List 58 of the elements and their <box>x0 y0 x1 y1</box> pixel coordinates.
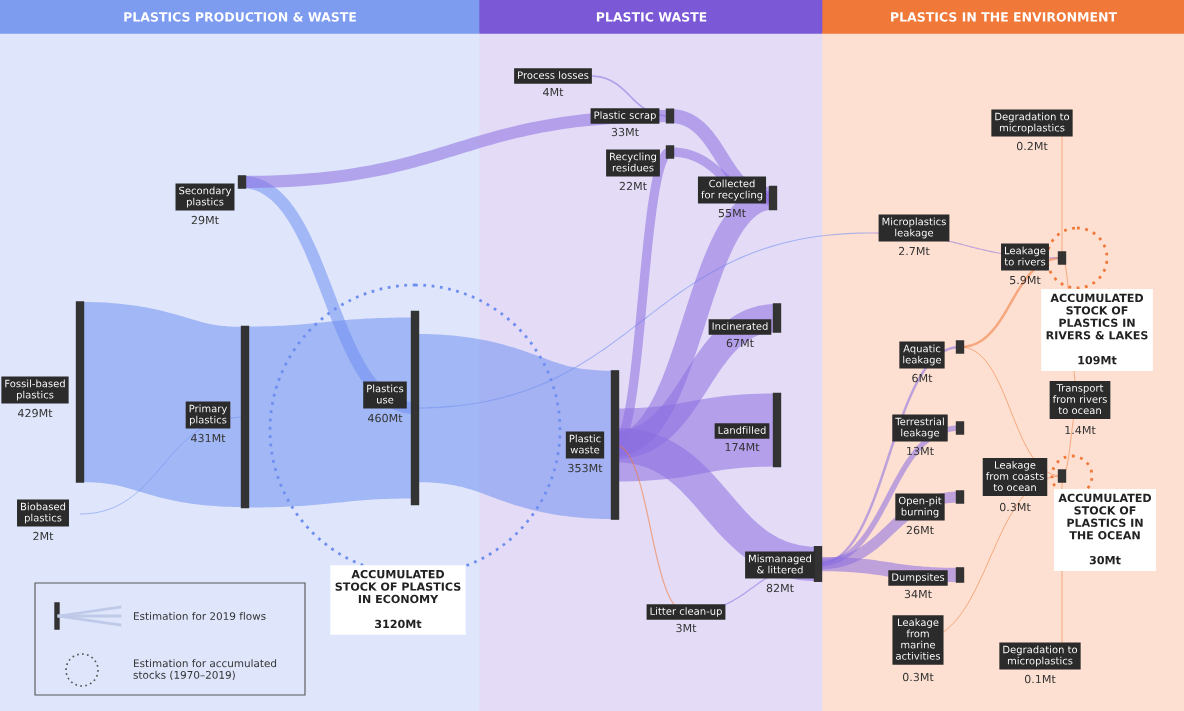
category-label: Plastics use <box>367 384 404 404</box>
text: ACCUMULATED STOCK OF PLASTICS IN RIVERS & LAKES 109Mt <box>1046 293 1148 365</box>
category-label: Collected for recycling <box>701 179 763 201</box>
category-label: Microplastics leakage <box>882 217 946 239</box>
data-label: 82Mt <box>766 583 794 593</box>
data-label: 353Mt <box>568 463 603 473</box>
category-label: Recycling residues <box>610 152 656 172</box>
data-label: 0.1Mt <box>1024 674 1056 684</box>
category-label: Biobased plastics <box>21 502 66 524</box>
category-label: Terrestrial leakage <box>895 417 944 439</box>
text: PLASTIC WASTE <box>596 12 707 22</box>
data-label: 67Mt <box>726 338 754 348</box>
data-label: 33Mt <box>611 127 639 137</box>
data-label: 5.9Mt <box>1010 275 1041 285</box>
category-label: Secondary plastics <box>179 186 232 208</box>
data-label: 13Mt <box>907 446 934 456</box>
data-label: 55Mt <box>718 208 746 218</box>
category-label: Fossil-based plastics <box>5 379 65 401</box>
text: PLASTICS PRODUCTION & WASTE <box>124 12 356 22</box>
category-label: Leakage from coasts to ocean <box>985 460 1044 492</box>
data-label: 2Mt <box>33 531 54 541</box>
data-label: 6Mt <box>912 373 933 383</box>
category-label: Primary plastics <box>189 404 228 426</box>
category-label: Transport from rivers to ocean <box>1052 384 1107 415</box>
text: ACCUMULATED STOCK OF PLASTICS IN ECONOMY 3120Mt <box>335 569 461 629</box>
data-label: 431Mt <box>190 433 226 443</box>
category-label: Degradation to microplastics <box>1003 645 1078 667</box>
data-label: 0.3Mt <box>999 502 1031 512</box>
data-label: 460Mt <box>367 413 403 423</box>
category-label: Aquatic leakage <box>903 344 942 366</box>
data-label: 26Mt <box>906 525 934 535</box>
data-label: 0.2Mt <box>1016 141 1048 151</box>
data-label: 174Mt <box>725 442 760 452</box>
data-label: 429Mt <box>17 408 53 418</box>
data-label: 1.4Mt <box>1065 425 1096 435</box>
data-label: 0.3Mt <box>902 672 934 682</box>
data-label: 3Mt <box>676 623 697 633</box>
text: Estimation for accumulated stocks (1970–2019) <box>133 659 277 681</box>
category-label: Litter clean-up <box>650 607 722 617</box>
category-label: Degradation to microplastics <box>995 112 1070 134</box>
category-label: Leakage from marine activities <box>896 618 941 660</box>
category-label: Incinerated <box>712 322 768 330</box>
category-label: Plastic scrap <box>594 111 656 121</box>
text: ACCUMULATED STOCK OF PLASTICS IN THE OCEAN 30Mt <box>1058 493 1152 565</box>
category-label: Mismanaged & littered <box>749 554 811 574</box>
category-label: Landfilled <box>718 426 766 434</box>
category-label: Process losses <box>518 71 589 79</box>
data-label: 34Mt <box>904 589 932 599</box>
data-label: 29Mt <box>191 215 219 225</box>
data-label: 4Mt <box>543 87 564 97</box>
category-label: Open-pit burning <box>898 496 942 518</box>
data-label: 22Mt <box>619 181 647 191</box>
text: PLASTICS IN THE ENVIRONMENT <box>891 12 1117 22</box>
category-label: Plastic waste <box>569 434 601 454</box>
text: Estimation for 2019 flows <box>134 611 266 621</box>
category-label: Dumpsites <box>892 573 945 583</box>
data-label: 2.7Mt <box>899 246 930 256</box>
category-label: Leakage to rivers <box>1004 246 1046 266</box>
